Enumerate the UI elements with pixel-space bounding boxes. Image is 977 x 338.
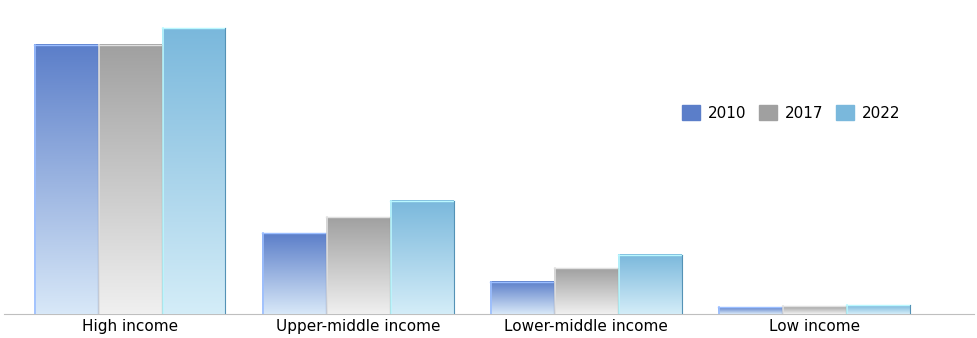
- Bar: [553, 268, 617, 314]
- Bar: [617, 255, 681, 314]
- Bar: [845, 305, 909, 314]
- Bar: [489, 282, 553, 314]
- Bar: [717, 307, 782, 314]
- Bar: [34, 45, 98, 314]
- Bar: [390, 201, 453, 314]
- Bar: [325, 217, 390, 314]
- Legend: 2010, 2017, 2022: 2010, 2017, 2022: [675, 99, 905, 127]
- Bar: [98, 45, 161, 314]
- Bar: [262, 233, 325, 314]
- Bar: [782, 307, 845, 314]
- Bar: [161, 28, 226, 314]
